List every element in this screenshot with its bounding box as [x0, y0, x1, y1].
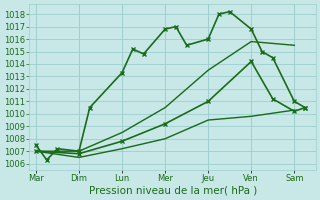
X-axis label: Pression niveau de la mer( hPa ): Pression niveau de la mer( hPa )	[89, 186, 257, 196]
